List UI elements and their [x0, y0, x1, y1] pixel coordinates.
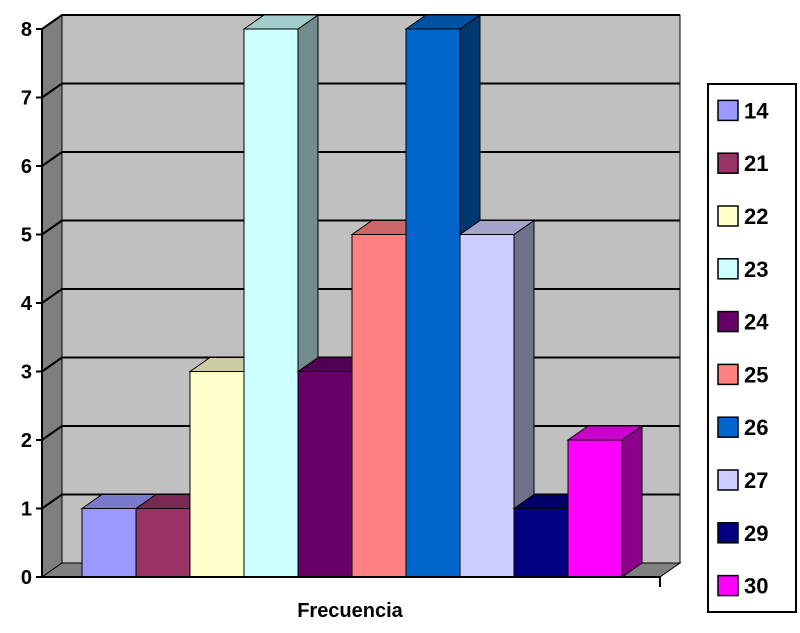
- legend-swatch: [717, 574, 739, 597]
- y-tick-label: 7: [21, 88, 32, 110]
- legend-swatch: [717, 363, 739, 386]
- legend-item: 26: [717, 415, 768, 440]
- y-tick-label: 6: [21, 156, 32, 178]
- y-tick-label: 0: [21, 567, 32, 589]
- legend-item: 21: [717, 151, 768, 176]
- legend-item: 14: [717, 98, 769, 123]
- bar-30: [566, 425, 644, 578]
- y-tick-label: 3: [21, 362, 32, 384]
- legend-label: 23: [744, 257, 768, 282]
- y-tick-label: 8: [21, 19, 32, 41]
- bar-front: [459, 234, 515, 578]
- legend-label: 30: [744, 574, 768, 599]
- legend-swatch: [717, 469, 739, 491]
- bar-front: [135, 508, 191, 578]
- legend-item: 27: [717, 468, 768, 493]
- bar-front: [351, 234, 407, 578]
- legend-swatch: [717, 152, 739, 174]
- bar-front: [513, 508, 569, 578]
- y-tick-label: 2: [21, 430, 32, 452]
- legend-label: 25: [744, 362, 768, 387]
- legend-label: 24: [744, 310, 769, 335]
- bar-front: [567, 439, 623, 578]
- legend-item: 25: [717, 362, 768, 387]
- legend-label: 21: [744, 151, 768, 176]
- y-tick-label: 4: [21, 293, 33, 315]
- bar-front: [243, 28, 299, 578]
- axes: [36, 28, 661, 587]
- bar-side: [621, 425, 643, 578]
- legend-item: 22: [717, 204, 768, 229]
- legend-swatch: [717, 522, 739, 544]
- legend: 14 21 22 23 24 25 26 27 29 30: [707, 83, 797, 613]
- legend-label: 27: [744, 468, 768, 493]
- x-axis-label: Frecuencia: [297, 600, 403, 622]
- bar-front: [297, 371, 353, 578]
- legend-swatch: [717, 310, 739, 333]
- legend-label: 29: [744, 521, 768, 546]
- bar-front: [189, 371, 245, 578]
- legend-item: 24: [717, 310, 769, 335]
- legend-label: 22: [744, 204, 768, 229]
- bar-front: [81, 508, 137, 578]
- bars: [80, 14, 644, 578]
- legend-item: 30: [717, 574, 768, 599]
- legend-label: 26: [744, 415, 768, 440]
- legend-swatch: [717, 99, 739, 122]
- bar-27: [458, 219, 536, 578]
- y-tick-label: 1: [21, 499, 32, 521]
- legend-label: 14: [744, 98, 769, 123]
- bar-front: [405, 28, 461, 578]
- y-tick-label: 5: [21, 225, 32, 247]
- legend-swatch: [717, 416, 739, 438]
- y-tick-labels: 0 1 2 3 4 5 6 7 8: [21, 19, 33, 589]
- legend-item: 29: [717, 521, 768, 546]
- legend-swatch: [717, 258, 739, 280]
- legend-item: 23: [717, 257, 768, 282]
- legend-swatch: [717, 205, 739, 227]
